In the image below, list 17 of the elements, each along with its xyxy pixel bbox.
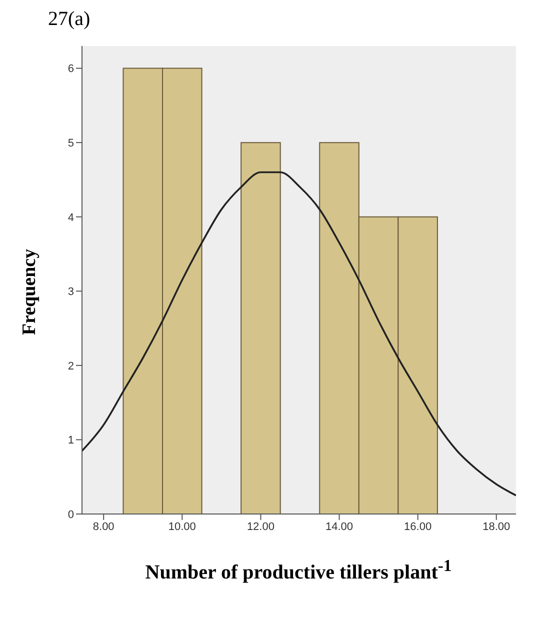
y-tick-label: 1: [68, 434, 74, 447]
y-axis-title: Frequency: [19, 248, 41, 336]
x-tick-label: 14.00: [325, 520, 354, 533]
y-tick-label: 3: [68, 286, 74, 298]
chart-title: 27(a): [48, 8, 92, 32]
y-tick-label: 6: [68, 63, 74, 76]
x-tick-label: 16.00: [404, 520, 432, 533]
y-tick-label: 2: [68, 360, 74, 372]
x-tick-label: 8.00: [92, 520, 114, 533]
line-series: [82, 171, 516, 496]
x-axis-title: Number of productive tillers plant$^{-1}$: [144, 556, 453, 585]
y-tick-label: 4: [68, 212, 74, 224]
y-tick-label: 0: [68, 508, 74, 521]
x-tick-label: 10.00: [168, 520, 196, 533]
y-tick-label: 5: [68, 137, 74, 150]
x-tick-label: 12.00: [246, 520, 274, 533]
x-tick-label: 18.00: [482, 520, 510, 533]
